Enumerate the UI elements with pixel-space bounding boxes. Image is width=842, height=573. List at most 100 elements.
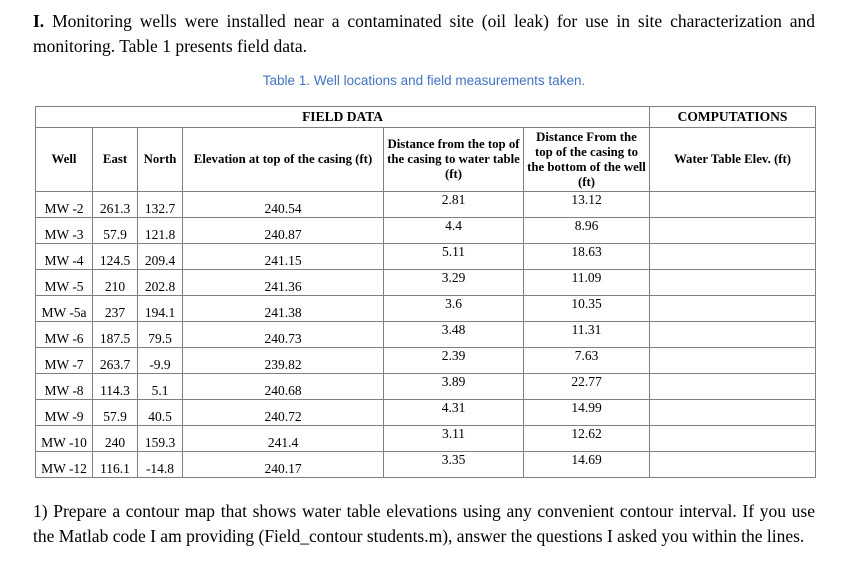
cell-dist-water: 3.11 [383,425,524,452]
cell-well: MW -6 [35,321,93,348]
table-row: MW -12 116.1 -14.8 240.17 3.35 14.69 [35,451,817,478]
cell-well: MW -8 [35,373,93,400]
cell-dist-water: 4.31 [383,399,524,426]
cell-water-table-elev [649,425,817,452]
cell-east: 263.7 [92,347,138,374]
cell-elevation: 240.73 [182,321,384,348]
problem-numeral: I. [33,11,45,31]
cell-water-table-elev [649,451,817,478]
table-caption: Table 1. Well locations and field measur… [262,73,586,88]
cell-dist-bottom: 18.63 [522,243,651,270]
cell-dist-bottom: 10.35 [522,295,651,322]
table-row: MW -5a 237 194.1 241.38 3.6 10.35 [35,295,817,322]
cell-dist-water: 3.89 [383,373,524,400]
cell-north: 209.4 [137,243,183,270]
cell-well: MW -4 [35,243,93,270]
col-header-well: Well [35,127,93,192]
question-paragraph: 1) Prepare a contour map that shows wate… [33,501,815,546]
table-row: MW -10 240 159.3 241.4 3.11 12.62 [35,425,817,452]
cell-dist-bottom: 11.09 [522,269,651,296]
cell-east: 114.3 [92,373,138,400]
cell-elevation: 239.82 [182,347,384,374]
table-row: MW -8 114.3 5.1 240.68 3.89 22.77 [35,373,817,400]
table-row: MW -6 187.5 79.5 240.73 3.48 11.31 [35,321,817,348]
cell-water-table-elev [649,321,817,348]
cell-dist-bottom: 12.62 [522,425,651,452]
field-data-group-header: FIELD DATA [34,106,651,128]
cell-north: 121.8 [137,217,183,244]
cell-elevation: 241.15 [182,243,384,270]
col-header-elevation: Elevation at top of the casing (ft) [182,127,384,192]
intro-text: Monitoring wells were installed near a c… [33,11,815,56]
cell-east: 57.9 [92,399,138,426]
col-header-distance-water-table: Distance from the top of the casing to w… [383,127,524,192]
table-column-header-row: Well East North Elevation at top of the … [35,127,817,192]
cell-north: 194.1 [137,295,183,322]
cell-elevation: 240.54 [182,191,384,218]
cell-east: 124.5 [92,243,138,270]
table-group-header-row: FIELD DATA COMPUTATIONS [34,106,817,128]
cell-elevation: 241.4 [182,425,384,452]
cell-north: -9.9 [137,347,183,374]
table-row: MW -5 210 202.8 241.36 3.29 11.09 [35,269,817,296]
cell-elevation: 241.38 [182,295,384,322]
cell-east: 57.9 [92,217,138,244]
cell-dist-bottom: 14.69 [522,451,651,478]
col-header-water-table-elev: Water Table Elev. (ft) [649,127,817,192]
cell-north: 202.8 [137,269,183,296]
cell-well: MW -10 [35,425,93,452]
cell-north: 132.7 [137,191,183,218]
cell-north: 5.1 [137,373,183,400]
field-data-table: FIELD DATA COMPUTATIONS Well East North … [34,106,817,478]
cell-elevation: 240.87 [182,217,384,244]
cell-water-table-elev [649,217,817,244]
cell-north: 40.5 [137,399,183,426]
cell-east: 116.1 [92,451,138,478]
table-row: MW -3 57.9 121.8 240.87 4.4 8.96 [35,217,817,244]
cell-dist-water: 3.48 [383,321,524,348]
cell-dist-bottom: 13.12 [522,191,651,218]
cell-east: 187.5 [92,321,138,348]
cell-water-table-elev [649,243,817,270]
cell-dist-water: 2.81 [383,191,524,218]
cell-water-table-elev [649,347,817,374]
cell-east: 210 [92,269,138,296]
cell-dist-bottom: 14.99 [522,399,651,426]
cell-elevation: 241.36 [182,269,384,296]
cell-dist-water: 3.29 [383,269,524,296]
table-row: MW -4 124.5 209.4 241.15 5.11 18.63 [35,243,817,270]
cell-well: MW -5a [35,295,93,322]
cell-east: 261.3 [92,191,138,218]
cell-dist-water: 3.6 [383,295,524,322]
cell-well: MW -2 [35,191,93,218]
cell-well: MW -7 [35,347,93,374]
cell-well: MW -5 [35,269,93,296]
cell-north: -14.8 [137,451,183,478]
cell-water-table-elev [649,269,817,296]
cell-well: MW -12 [35,451,93,478]
cell-east: 237 [92,295,138,322]
cell-water-table-elev [649,295,817,322]
cell-dist-bottom: 8.96 [522,217,651,244]
cell-elevation: 240.17 [182,451,384,478]
col-header-east: East [92,127,138,192]
col-header-distance-bottom: Distance From the top of the casing to t… [522,127,651,192]
table-row: MW -2 261.3 132.7 240.54 2.81 13.12 [35,191,817,218]
cell-elevation: 240.68 [182,373,384,400]
cell-water-table-elev [649,191,817,218]
cell-dist-bottom: 11.31 [522,321,651,348]
cell-north: 159.3 [137,425,183,452]
intro-paragraph: I. Monitoring wells were installed near … [33,9,815,59]
cell-well: MW -9 [35,399,93,426]
cell-well: MW -3 [35,217,93,244]
cell-dist-water: 4.4 [383,217,524,244]
cell-north: 79.5 [137,321,183,348]
cell-elevation: 240.72 [182,399,384,426]
cell-dist-bottom: 22.77 [522,373,651,400]
cell-water-table-elev [649,373,817,400]
cell-dist-water: 2.39 [383,347,524,374]
table-row: MW -9 57.9 40.5 240.72 4.31 14.99 [35,399,817,426]
cell-dist-bottom: 7.63 [522,347,651,374]
table-row: MW -7 263.7 -9.9 239.82 2.39 7.63 [35,347,817,374]
